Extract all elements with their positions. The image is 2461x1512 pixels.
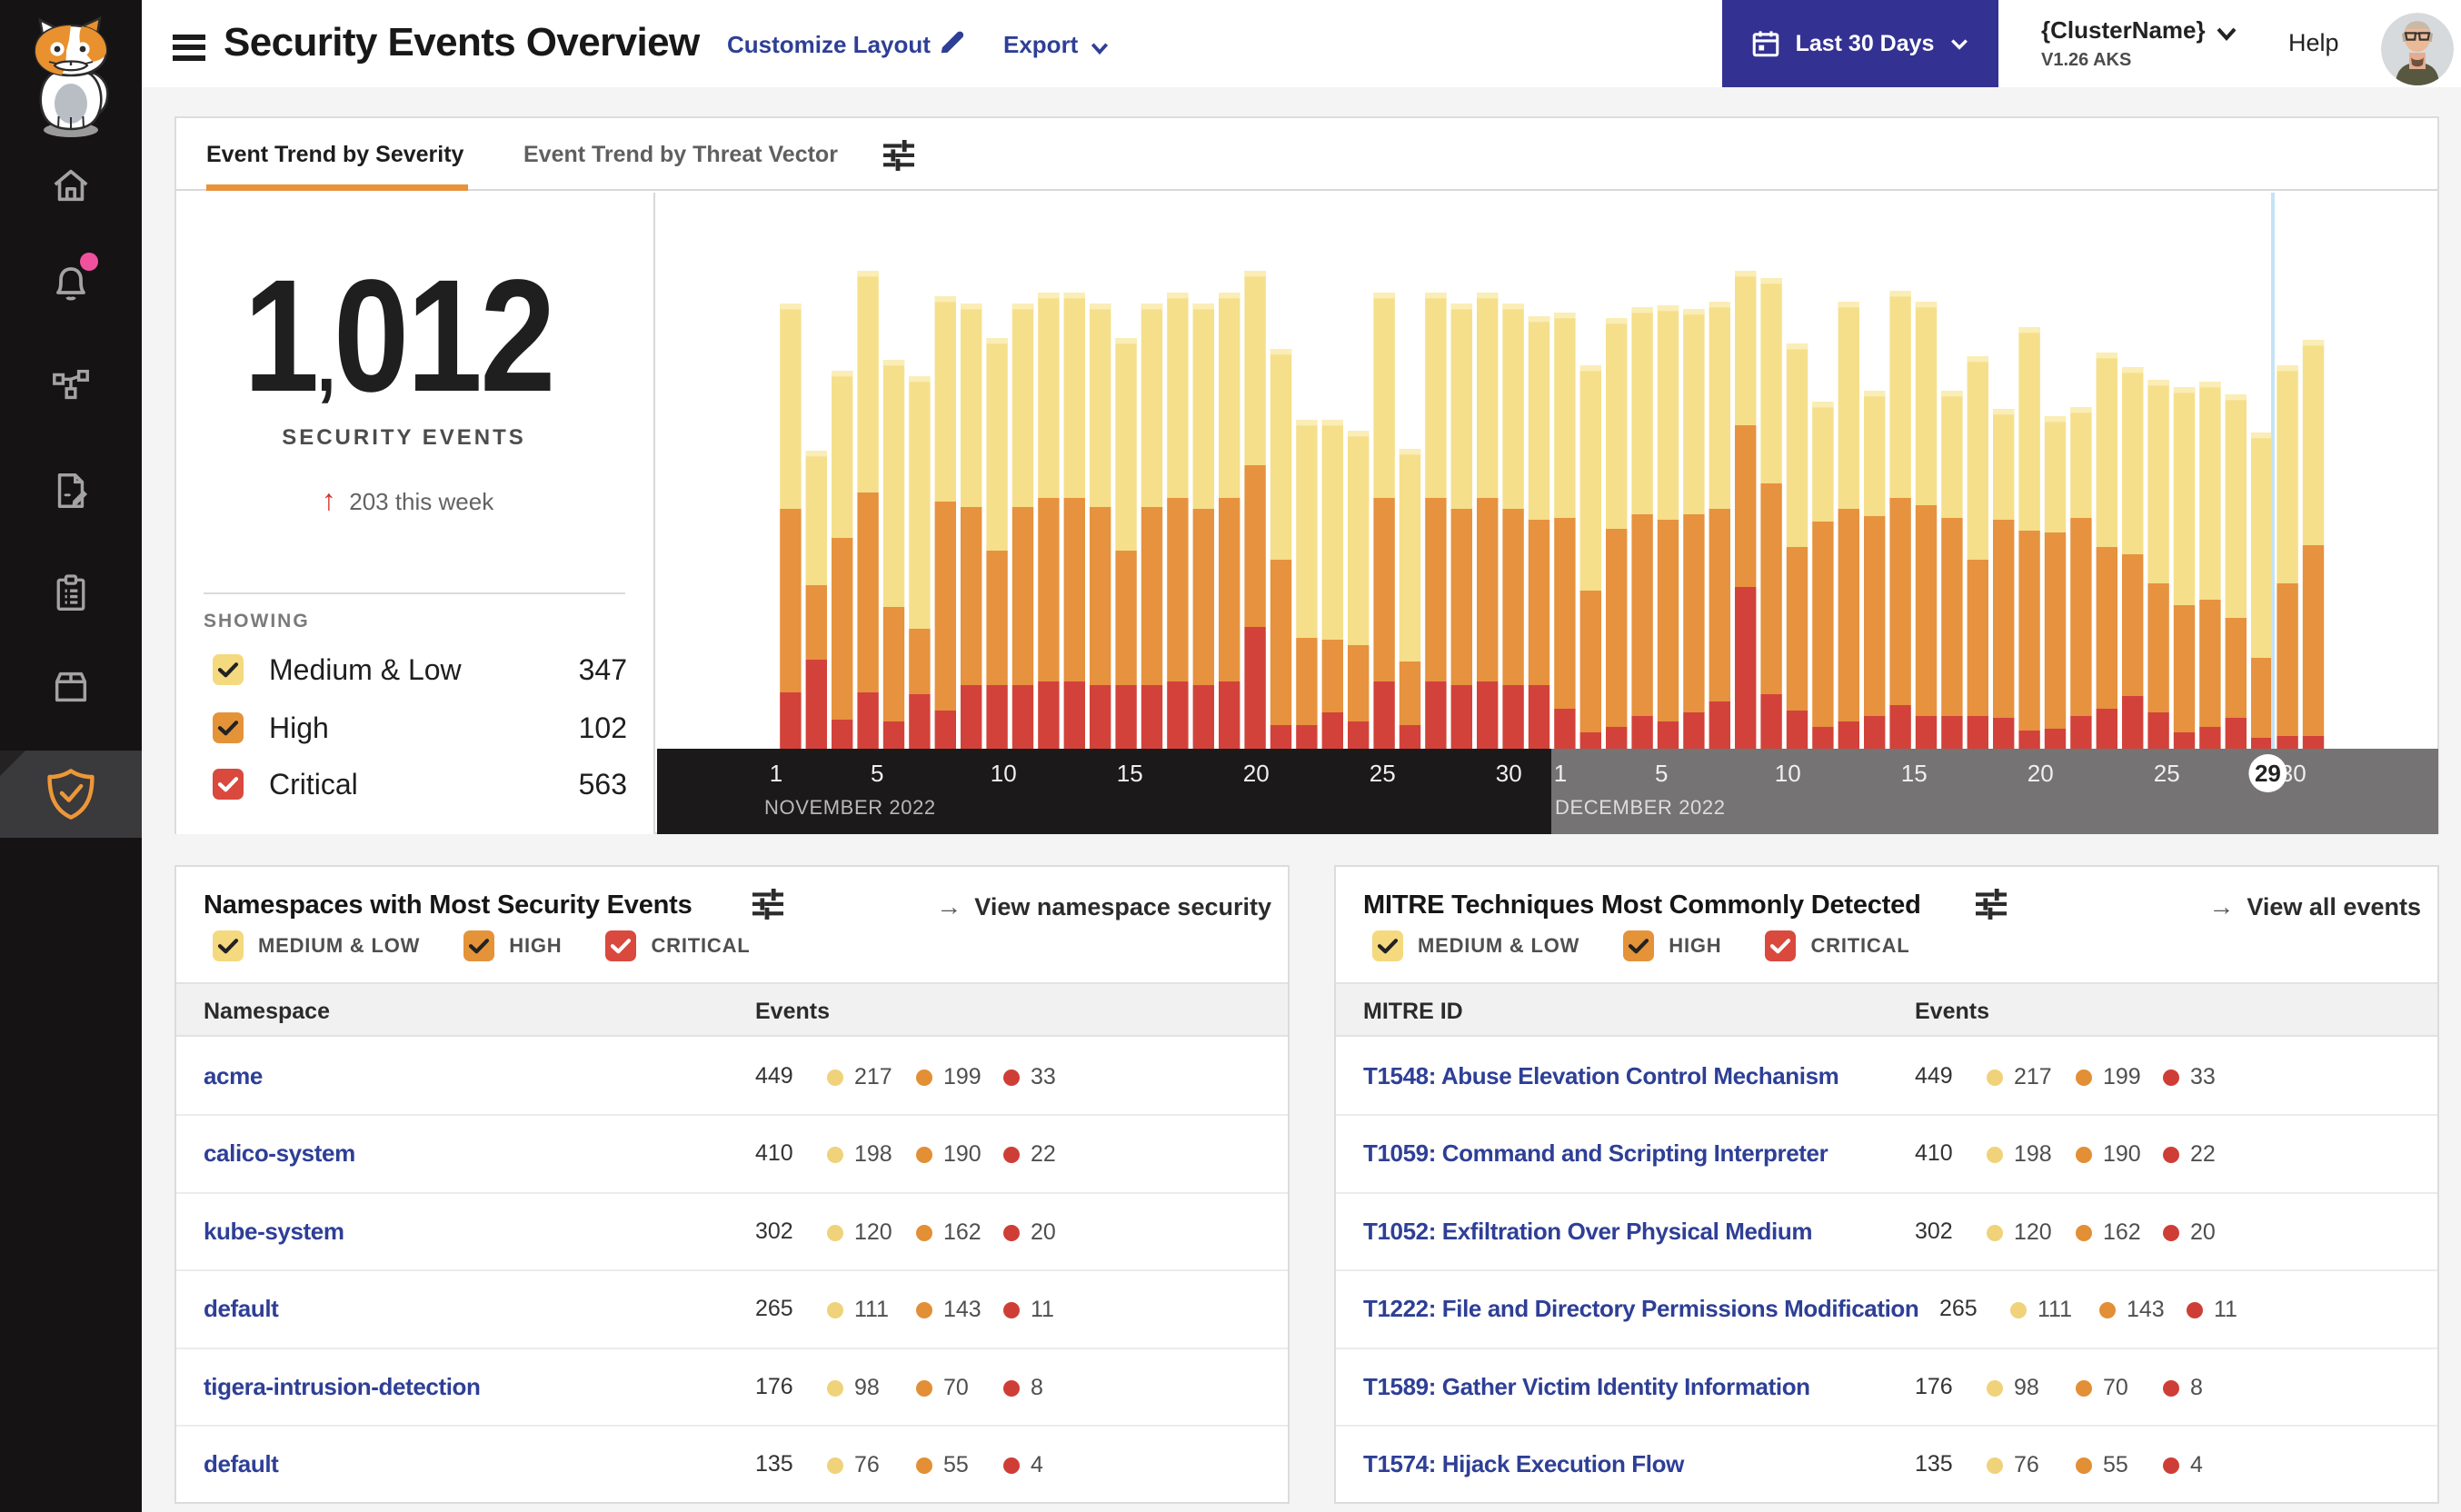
svg-text:15: 15 <box>1117 760 1143 787</box>
svg-text:15: 15 <box>1901 760 1928 787</box>
svg-text:10: 10 <box>991 760 1017 787</box>
svg-text:30: 30 <box>1496 760 1522 787</box>
svg-text:5: 5 <box>1655 760 1668 787</box>
svg-text:10: 10 <box>1775 760 1801 787</box>
svg-text:25: 25 <box>1370 760 1396 787</box>
svg-text:20: 20 <box>2028 760 2054 787</box>
svg-text:NOVEMBER 2022: NOVEMBER 2022 <box>764 796 936 819</box>
svg-text:DECEMBER 2022: DECEMBER 2022 <box>1555 796 1726 819</box>
svg-text:1: 1 <box>770 760 782 787</box>
svg-text:29: 29 <box>2255 760 2281 787</box>
svg-text:20: 20 <box>1243 760 1270 787</box>
svg-text:5: 5 <box>871 760 883 787</box>
svg-text:1: 1 <box>1554 760 1567 787</box>
svg-text:25: 25 <box>2154 760 2180 787</box>
